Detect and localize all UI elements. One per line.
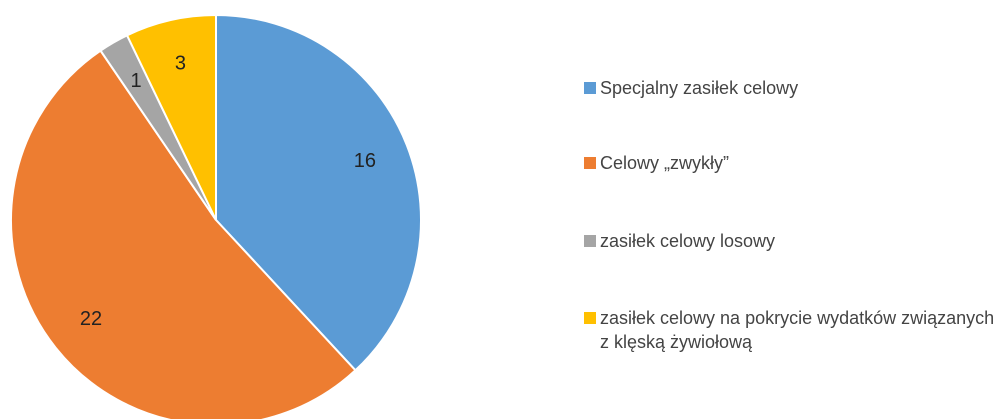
data-label: 16 xyxy=(354,150,376,172)
data-label: 3 xyxy=(175,52,186,74)
pie-slice xyxy=(10,49,357,419)
legend-entry: Specjalny zasiłek celowy xyxy=(584,76,1008,100)
legend-swatch xyxy=(584,312,596,324)
legend-label: Celowy „zwykły” xyxy=(600,153,730,173)
legend-entry: zasiłek celowy na pokrycie wydatków zwią… xyxy=(584,306,1008,354)
legend-swatch xyxy=(584,235,596,247)
legend-swatch xyxy=(584,157,596,169)
legend-swatch xyxy=(584,82,596,94)
legend-label: zasiłek celowy na pokrycie wydatków zwią… xyxy=(600,308,995,352)
legend-entry: zasiłek celowy losowy xyxy=(584,229,1008,253)
legend-label: zasiłek celowy losowy xyxy=(600,231,776,251)
pie-slice xyxy=(215,13,422,372)
legend-entry: Celowy „zwykły” xyxy=(584,151,1008,175)
legend-label: Specjalny zasiłek celowy xyxy=(600,78,799,98)
chart: 16 22 1 3 xyxy=(10,13,422,419)
pie-slice xyxy=(125,13,217,221)
data-label: 1 xyxy=(130,70,141,92)
data-label: 22 xyxy=(80,308,102,330)
